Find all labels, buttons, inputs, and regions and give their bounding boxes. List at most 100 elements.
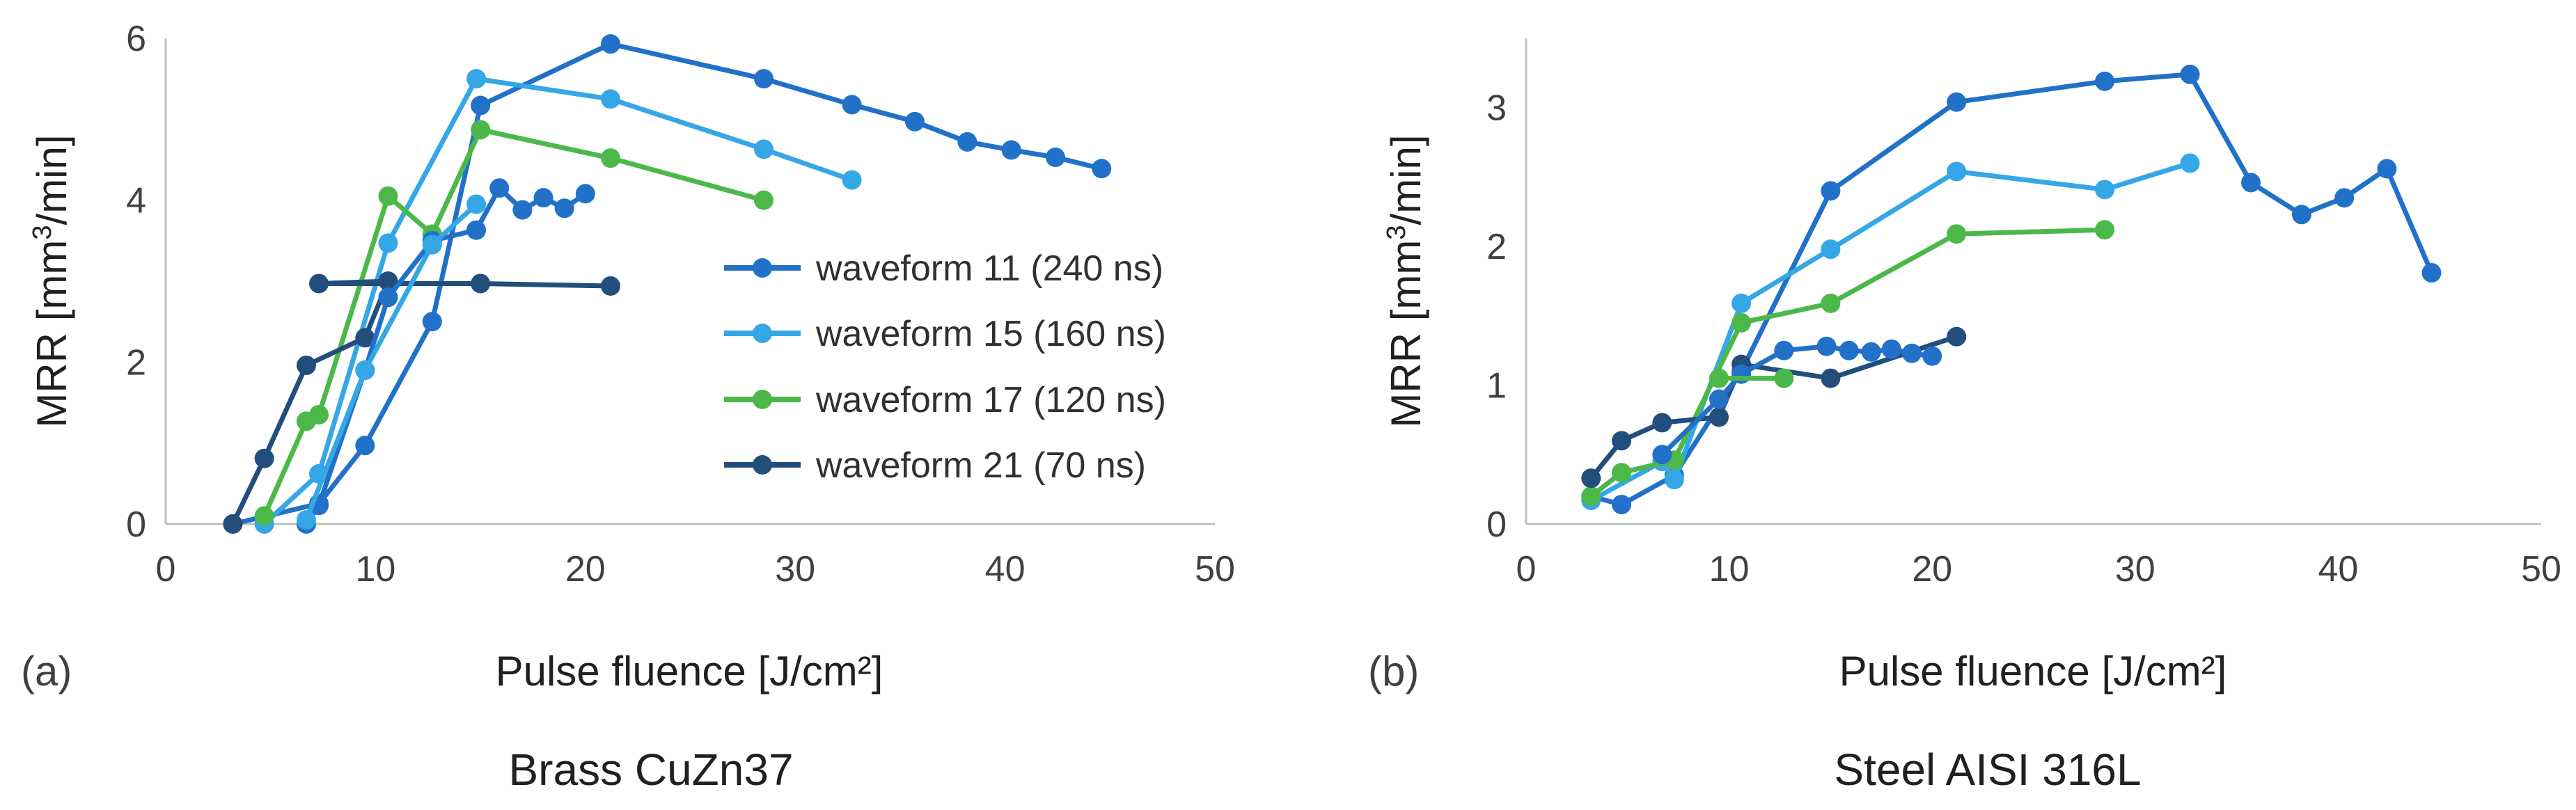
panel-b-data-point	[2334, 188, 2355, 208]
panel-b-data-point	[2180, 64, 2200, 84]
legend-label-waveform-11: waveform 11 (240 ns)	[815, 248, 1163, 289]
panel-a-data-point	[842, 170, 862, 190]
panel-a-data-point	[296, 355, 316, 375]
panel-a-caption: Brass CuZn37	[508, 745, 793, 795]
panel-b-data-point	[1731, 312, 1752, 333]
panel-a-data-point	[378, 233, 398, 253]
panel-b-data-point	[1581, 486, 1601, 507]
panel-a-data-point	[378, 186, 398, 206]
panel-b-data-point	[1731, 293, 1752, 313]
panel-a-chart: 0 10 20 30 40 50 0 2 4 6 MRR [mm3/min] Pulse flu…	[21, 19, 1235, 795]
panel-a-y-tick-label: 6	[126, 19, 146, 59]
panel-a-data-point	[753, 190, 773, 210]
panel-a-data-point	[512, 200, 533, 220]
legend-entry-waveform-21: waveform 21 (70 ns)	[724, 445, 1146, 486]
legend-entry-waveform-11: waveform 11 (240 ns)	[724, 248, 1163, 289]
panel-a-data-point	[471, 95, 491, 116]
legend-marker-waveform-17	[753, 390, 772, 409]
panel-b-y-axis-title: MRR [mm3/min]	[1382, 134, 1429, 427]
panel-b-chart: 0 10 20 30 40 50 0 1 2 3 MRR [mm3/min] Pulse flu…	[1368, 38, 2561, 795]
panel-a-data-point	[1045, 148, 1065, 168]
panel-b-data-point	[1709, 407, 1729, 427]
panel-b-data-point	[1709, 389, 1729, 409]
panel-b-data-point	[1881, 339, 1901, 359]
legend-label-waveform-21: waveform 21 (70 ns)	[815, 445, 1146, 486]
panel-a-x-axis-title: Pulse fluence [J/cm²]	[496, 648, 883, 694]
panel-a-data-point	[355, 328, 375, 348]
panel-a-y-tick-label: 0	[126, 505, 146, 545]
panel-a-data-point	[355, 360, 375, 380]
panel-b-x-tick-label: 40	[2318, 549, 2358, 589]
legend-marker-waveform-15	[753, 324, 772, 343]
panel-b-y-tick-label: 2	[1486, 227, 1507, 267]
panel-a-x-tick-label: 0	[156, 549, 176, 589]
panel-a-x-tick-label: 10	[355, 549, 395, 589]
panel-a-data-point	[753, 139, 773, 159]
panel-a-data-point	[904, 111, 925, 132]
panel-a-data-point	[957, 132, 977, 152]
panel-a-y-tick-label: 4	[126, 181, 146, 221]
panel-b-data-point	[2095, 220, 2115, 240]
panel-a-data-point	[254, 448, 274, 468]
panel-b-x-axis-title: Pulse fluence [J/cm²]	[1839, 648, 2227, 694]
panel-a-data-point	[422, 312, 442, 332]
panel-a-data-point	[600, 89, 620, 109]
panel-b-label: (b)	[1368, 648, 1419, 694]
panel-a-data-point	[1001, 140, 1021, 160]
panel-b-data-point	[2291, 205, 2311, 225]
panel-b-data-point	[2095, 180, 2115, 200]
panel-a-y-tick-label: 2	[126, 342, 146, 383]
panel-b-data-point	[2095, 71, 2115, 91]
panel-b-data-point	[1709, 368, 1729, 388]
panel-b-data-point	[1947, 92, 1967, 112]
panel-a-data-point	[1092, 159, 1112, 179]
legend: waveform 11 (240 ns) waveform 15 (160 ns…	[724, 248, 1166, 486]
panel-a-label: (a)	[21, 648, 72, 694]
panel-b-data-point	[1774, 368, 1794, 388]
panel-b-data-point	[1861, 342, 1881, 362]
panel-b-series-line-0	[1588, 72, 2434, 507]
panel-b-data-point	[1821, 181, 1841, 201]
panel-a-series-line-3	[230, 278, 613, 527]
panel-a-data-point	[378, 287, 398, 308]
panel-b-y-tick-label: 0	[1486, 505, 1507, 545]
panel-b-data-point	[1652, 413, 1672, 433]
panel-b-data-point	[1821, 293, 1841, 313]
panel-a-series-line-2	[262, 127, 767, 518]
panel-b-data-point	[1947, 161, 1967, 182]
legend-label-waveform-15: waveform 15 (160 ns)	[815, 314, 1166, 354]
panel-b-data-point	[1816, 336, 1837, 356]
panel-a-data-point	[600, 148, 620, 168]
legend-entry-waveform-17: waveform 17 (120 ns)	[724, 380, 1166, 420]
panel-a-y-axis-title: MRR [mm3/min]	[28, 134, 75, 427]
panel-a-data-point	[355, 436, 375, 456]
legend-marker-waveform-21	[753, 455, 772, 475]
panel-a-data-point	[533, 188, 553, 208]
panel-a-data-point	[466, 194, 487, 214]
panel-b-data-point	[2180, 153, 2200, 173]
panel-a-x-tick-label: 40	[985, 549, 1026, 589]
legend-marker-waveform-11	[753, 258, 772, 278]
panel-b-data-point	[1902, 343, 1922, 363]
legend-label-waveform-17: waveform 17 (120 ns)	[815, 380, 1166, 420]
panel-a-x-tick-label: 20	[565, 549, 606, 589]
panel-a-data-point	[600, 34, 620, 54]
panel-b-data-point	[1731, 364, 1752, 384]
panel-b-series-line-4	[1659, 344, 1935, 457]
panel-a-data-point	[471, 120, 491, 140]
panel-a-data-point	[422, 235, 442, 255]
legend-entry-waveform-15: waveform 15 (160 ns)	[724, 314, 1166, 354]
panel-a-data-point	[753, 69, 773, 89]
panel-a-data-point	[466, 220, 487, 240]
panel-b-data-point	[1581, 468, 1601, 489]
panel-b-caption: Steel AISI 316L	[1834, 745, 2141, 795]
panel-a-data-point	[489, 178, 510, 198]
panel-a-series-line-5	[304, 202, 479, 523]
panel-b-data-point	[1947, 224, 1967, 244]
panel-a-data-point	[309, 404, 329, 424]
panel-a-data-point	[554, 198, 574, 219]
panel-b-data-point	[2377, 159, 2397, 179]
panel-a-data-point	[254, 506, 274, 526]
panel-b-y-tick-label: 3	[1486, 88, 1507, 129]
